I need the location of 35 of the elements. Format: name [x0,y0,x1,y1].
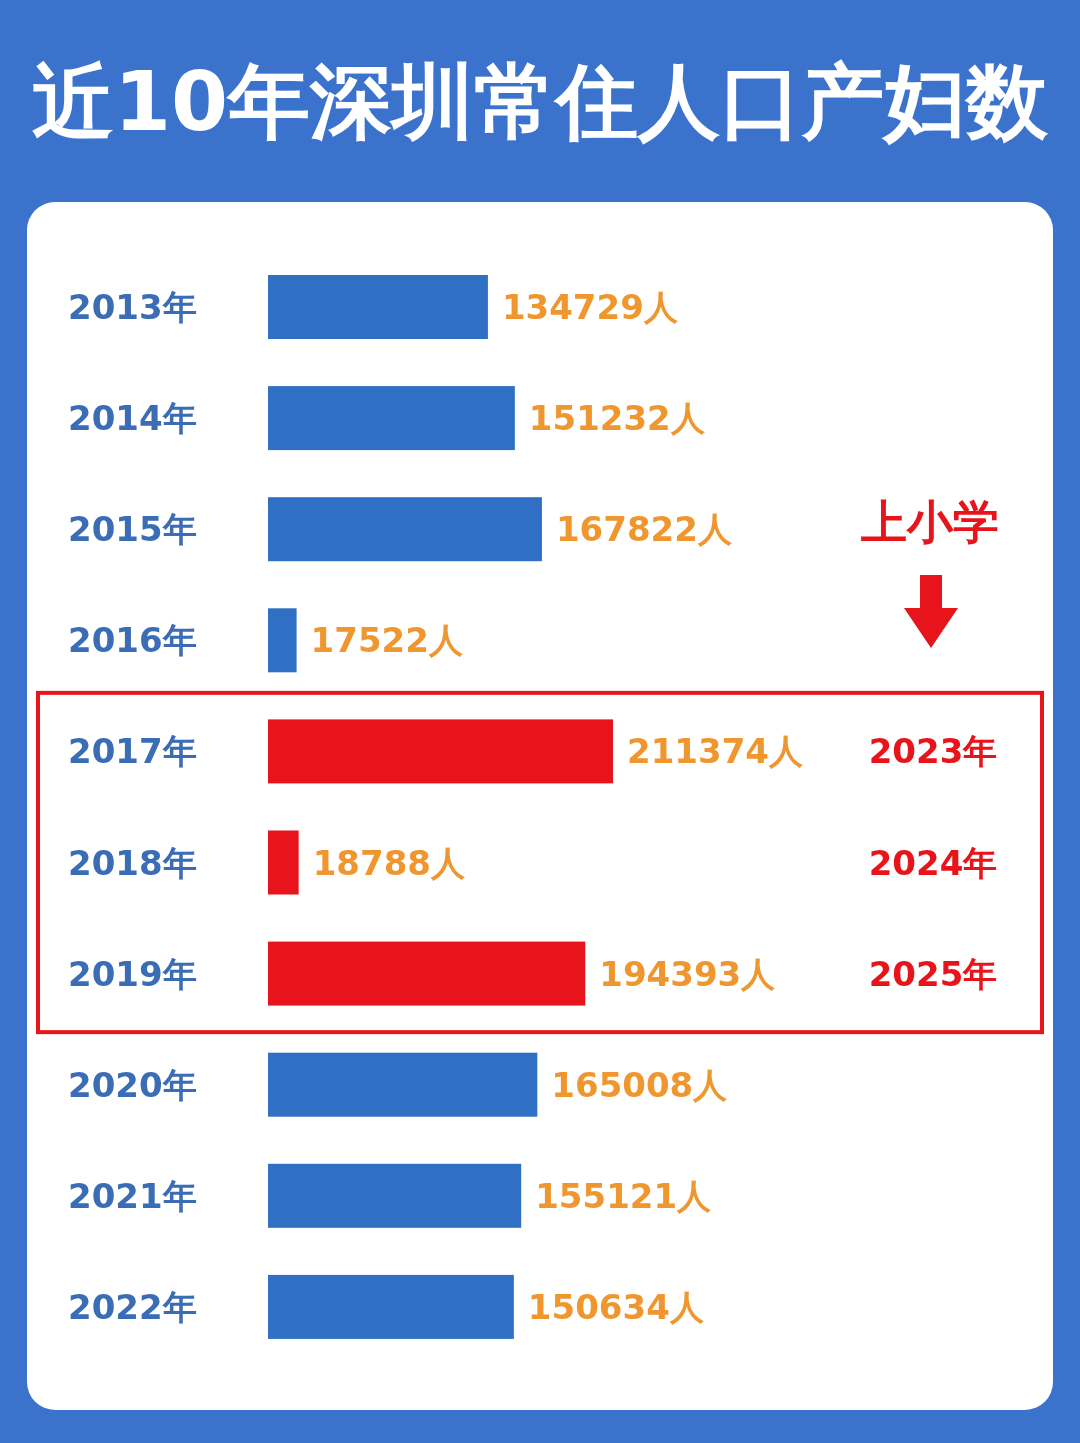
y-tick-label: 2016年 [68,620,197,661]
bar [268,1163,522,1228]
bar [268,497,542,562]
text: 2024年 [868,842,998,883]
text: 2025年 [868,953,998,994]
data-label: 134729人 [501,287,679,327]
data-label: 151232人 [528,398,706,439]
y-tick-label: 2020年 [68,1064,197,1105]
bar [268,1052,538,1117]
data-label: 167822人 [555,509,733,550]
y-tick-label: 2017年 [68,731,197,772]
chart-title: 近10年深圳常住人口产妇数 [31,54,1050,149]
bar [268,719,613,784]
data-label: 150634人 [527,1286,705,1327]
data-label: 155121人 [535,1175,713,1216]
bar [268,1274,514,1339]
data-label: 17522人 [310,620,464,661]
y-tick-label: 2021年 [68,1175,197,1216]
y-tick-label: 2015年 [68,509,197,550]
y-tick-label: 2019年 [68,953,197,994]
bar [268,941,586,1006]
bar [268,830,299,895]
y-tick-label: 2022年 [68,1286,197,1327]
data-label: 211374人 [627,731,804,772]
bar [268,386,515,451]
text: 2023年 [868,731,998,772]
data-label: 165008人 [551,1064,729,1105]
y-tick-label: 2018年 [68,842,197,883]
data-label: 18788人 [312,842,466,883]
bar [268,608,297,673]
data-label: 194393人 [599,953,777,994]
y-tick-label: 2013年 [68,287,197,327]
bar [268,275,488,339]
text: 上小学 [861,495,999,549]
y-tick-label: 2014年 [68,398,197,439]
